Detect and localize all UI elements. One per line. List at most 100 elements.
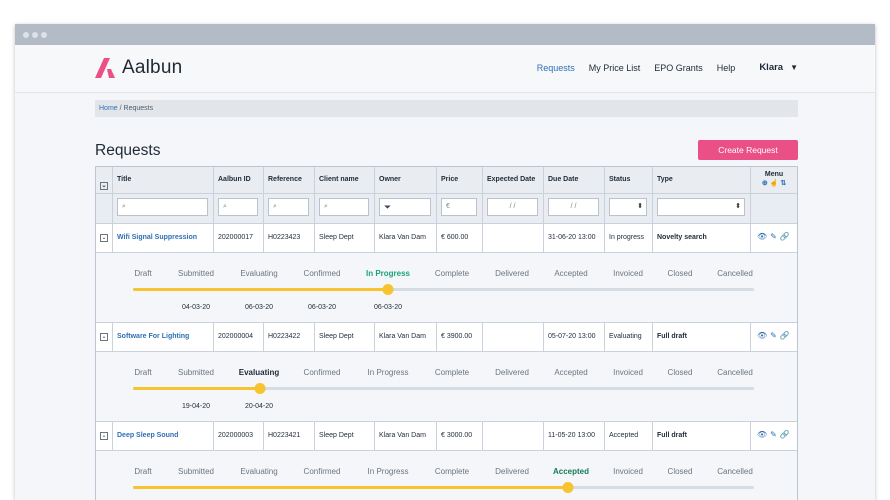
request-title[interactable]: Wifi Signal Suppression (113, 224, 214, 252)
view-icon[interactable]: 👁 (757, 232, 768, 241)
funnel-icon: ⏷ (384, 202, 392, 212)
brand-name: Aalbun (122, 57, 183, 78)
col-type[interactable]: Type (653, 167, 751, 193)
pointer-icon[interactable]: ☝ (769, 180, 779, 187)
breadcrumb: Home / Requests (95, 100, 798, 117)
search-input-reference[interactable]: ⌕ (268, 198, 309, 216)
stage-label: Cancelled (717, 467, 753, 476)
col-client-name[interactable]: Client name (315, 167, 375, 193)
user-menu[interactable]: Klara (759, 62, 784, 73)
aalbun-logo-icon (95, 58, 115, 78)
stage-label: Closed (667, 368, 693, 377)
stage-label: Delivered (495, 467, 529, 476)
stage-label: Submitted (177, 467, 215, 476)
view-icon[interactable]: 👁 (757, 430, 768, 439)
reference: H0223422 (264, 323, 315, 351)
link-icon[interactable]: 🔗 (779, 331, 790, 340)
stage-label: Draft (134, 368, 152, 377)
link-icon[interactable]: 🔗 (779, 430, 790, 439)
create-request-button[interactable]: Create Request (698, 140, 798, 160)
stage-label: Evaluating (238, 368, 280, 377)
stage-label: Confirmed (303, 368, 341, 377)
edit-icon[interactable]: ✎ (770, 430, 777, 439)
stage-label: Invoiced (613, 467, 643, 476)
progress-fill (133, 288, 388, 291)
expand-all-icon[interactable]: ⌄ (100, 182, 108, 190)
view-icon[interactable]: 👁 (757, 331, 768, 340)
breadcrumb-current: Requests (123, 105, 154, 112)
col-status[interactable]: Status (605, 167, 653, 193)
col-title[interactable]: Title (113, 167, 214, 193)
menu-header-label: Menu (764, 171, 784, 178)
progress-fill (133, 387, 260, 390)
request-title[interactable]: Deep Sleep Sound (113, 422, 214, 450)
price-filter[interactable]: € (441, 198, 477, 216)
nav-epo-grants[interactable]: EPO Grants (654, 62, 703, 73)
expected-date-filter[interactable]: / / (487, 198, 538, 216)
filter-client-cell: ⌕ (315, 194, 375, 223)
nav-requests[interactable]: Requests (536, 62, 575, 73)
filter-row: ⌕ ⌕ ⌕ ⌕ ⏷ € / / / / ⬍ ⬍ (96, 194, 797, 224)
breadcrumb-home[interactable]: Home (99, 105, 118, 112)
status-select[interactable]: ⬍ (609, 198, 647, 216)
col-due-date[interactable]: Due Date (544, 167, 605, 193)
expected-date (483, 422, 544, 450)
table-header: ⌄ Title Aalbun ID Reference Client name … (96, 167, 797, 194)
progress-track (133, 383, 754, 394)
filter-spacer (96, 194, 113, 223)
search-input-client[interactable]: ⌕ (319, 198, 369, 216)
due-date-filter[interactable]: / / (548, 198, 599, 216)
nav-my-price-list[interactable]: My Price List (588, 62, 641, 73)
type-select[interactable]: ⬍ (657, 198, 745, 216)
table-row[interactable]: ⌄ Wifi Signal Suppression 202000017 H022… (96, 224, 797, 253)
row-action-icons: 👁 ✎ 🔗 (757, 232, 797, 241)
progress-panel: Draft Submitted Evaluating Confirmed In Prog… (96, 451, 797, 500)
collapse-icon[interactable]: ⌄ (100, 432, 108, 440)
nav-help[interactable]: Help (716, 62, 736, 73)
request-type: Novelty search (653, 224, 751, 252)
collapse-icon[interactable]: ⌄ (100, 234, 108, 242)
col-owner[interactable]: Owner (375, 167, 437, 193)
filter-title-cell: ⌕ (113, 194, 214, 223)
stage-label: Draft (134, 269, 152, 278)
sort-icon[interactable]: ⇅ (780, 180, 787, 187)
owner-filter[interactable]: ⏷ (379, 198, 431, 216)
edit-icon[interactable]: ✎ (770, 331, 777, 340)
price: € 600.00 (437, 224, 483, 252)
add-circle-icon[interactable]: ⊕ (761, 180, 768, 187)
col-expected-date[interactable]: Expected Date (483, 167, 544, 193)
request-title[interactable]: Software For Lighting (113, 323, 214, 351)
stage-label: Complete (434, 269, 470, 278)
search-icon: ⌕ (273, 203, 277, 210)
progress-knob (254, 383, 266, 394)
search-input-id[interactable]: ⌕ (218, 198, 258, 216)
stage-label: Draft (134, 467, 152, 476)
col-aalbun-id[interactable]: Aalbun ID (214, 167, 264, 193)
link-icon[interactable]: 🔗 (779, 232, 790, 241)
price: € 3000.00 (437, 422, 483, 450)
window-chrome (15, 24, 875, 45)
search-input-title[interactable]: ⌕ (117, 198, 208, 216)
table-row[interactable]: ⌄ Deep Sleep Sound 202000003 H0223421 Sl… (96, 422, 797, 451)
stage-label: Invoiced (613, 368, 643, 377)
filter-owner-cell: ⏷ (375, 194, 437, 223)
collapse-icon[interactable]: ⌄ (100, 333, 108, 341)
col-price[interactable]: Price (437, 167, 483, 193)
filter-due-cell: / / (544, 194, 605, 223)
stage-label: Complete (434, 368, 470, 377)
client-name: Sleep Dept (315, 422, 375, 450)
owner: Klara Van Dam (375, 323, 437, 351)
due-date: 31-06-20 13:00 (544, 224, 605, 252)
progress-knob (562, 482, 574, 493)
stage-label: Closed (667, 269, 693, 278)
top-navbar: Aalbun Requests My Price List EPO Grants… (15, 45, 875, 93)
expected-date (483, 323, 544, 351)
col-reference[interactable]: Reference (264, 167, 315, 193)
filter-menu-spacer (751, 194, 797, 223)
chevron-down-icon[interactable]: ▼ (790, 63, 798, 72)
logo[interactable]: Aalbun (95, 57, 182, 79)
edit-icon[interactable]: ✎ (770, 232, 777, 241)
select-arrows-icon: ⬍ (637, 203, 643, 210)
request-type: Full draft (653, 422, 751, 450)
table-row[interactable]: ⌄ Software For Lighting 202000004 H02234… (96, 323, 797, 352)
